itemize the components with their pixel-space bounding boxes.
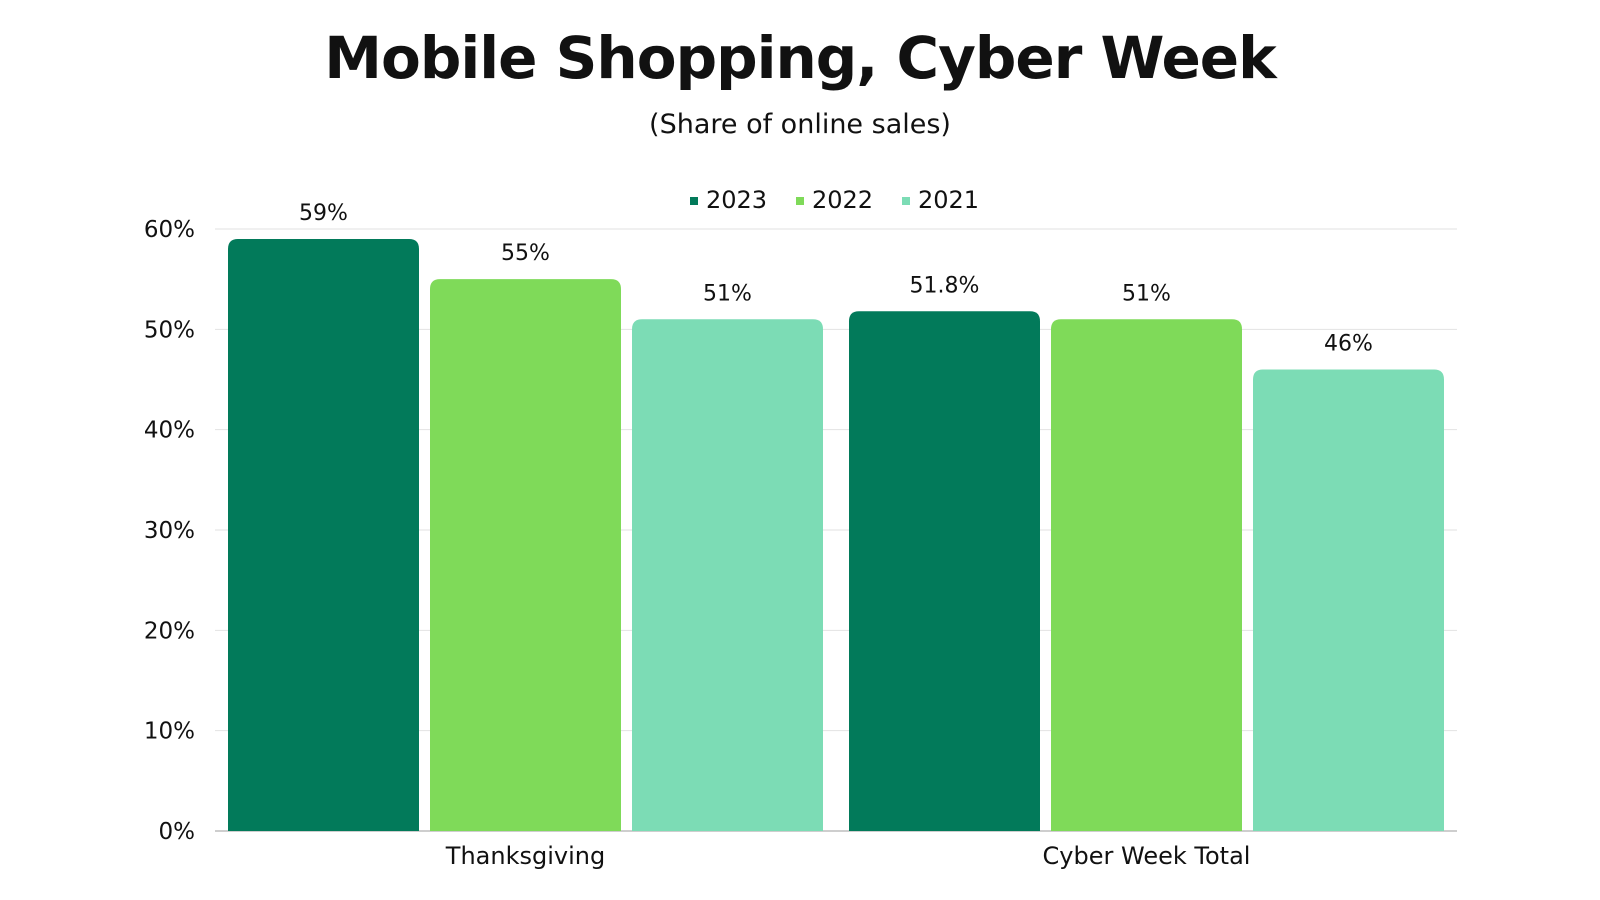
bar-value-label: 55% xyxy=(501,241,550,266)
legend-swatch xyxy=(796,197,804,205)
y-tick-label: 20% xyxy=(144,618,195,644)
gridlines xyxy=(215,228,1457,832)
x-category-label: Cyber Week Total xyxy=(1043,842,1251,870)
bar-2023-0 xyxy=(228,239,419,832)
bar-2021-1 xyxy=(1253,369,1444,831)
bar-value-label: 51% xyxy=(1122,281,1171,306)
y-tick-label: 50% xyxy=(144,317,195,343)
x-category-label: Thanksgiving xyxy=(445,842,605,870)
legend: 2023 2022 2021 xyxy=(690,186,979,214)
chart-title: Mobile Shopping, Cyber Week xyxy=(324,24,1278,92)
bar-2023-1 xyxy=(849,311,1040,832)
y-tick-label: 0% xyxy=(159,819,196,845)
y-axis-ticks: 0% 10% 20% 30% 40% 50% 60% xyxy=(144,217,195,845)
bar-value-label: 51.8% xyxy=(910,273,980,298)
legend-label: 2023 xyxy=(706,186,767,214)
y-tick-label: 40% xyxy=(144,418,195,444)
legend-label: 2021 xyxy=(918,186,979,214)
legend-label: 2022 xyxy=(812,186,873,214)
bar-2021-0 xyxy=(632,319,823,831)
bar-2022-1 xyxy=(1051,319,1242,831)
legend-swatch xyxy=(690,197,698,205)
bar-value-label: 59% xyxy=(299,201,348,226)
y-tick-label: 60% xyxy=(144,217,195,243)
y-tick-label: 30% xyxy=(144,518,195,544)
bar-value-label: 46% xyxy=(1324,331,1373,356)
data-labels: 59% 55% 51% 51.8% 51% 46% xyxy=(299,201,1373,356)
bars xyxy=(228,239,1444,832)
y-tick-label: 10% xyxy=(144,719,195,745)
bar-2022-0 xyxy=(430,279,621,832)
legend-swatch xyxy=(902,197,910,205)
bar-value-label: 51% xyxy=(703,281,752,306)
x-axis-categories: Thanksgiving Cyber Week Total xyxy=(445,842,1251,870)
chart-subtitle: (Share of online sales) xyxy=(649,109,951,140)
